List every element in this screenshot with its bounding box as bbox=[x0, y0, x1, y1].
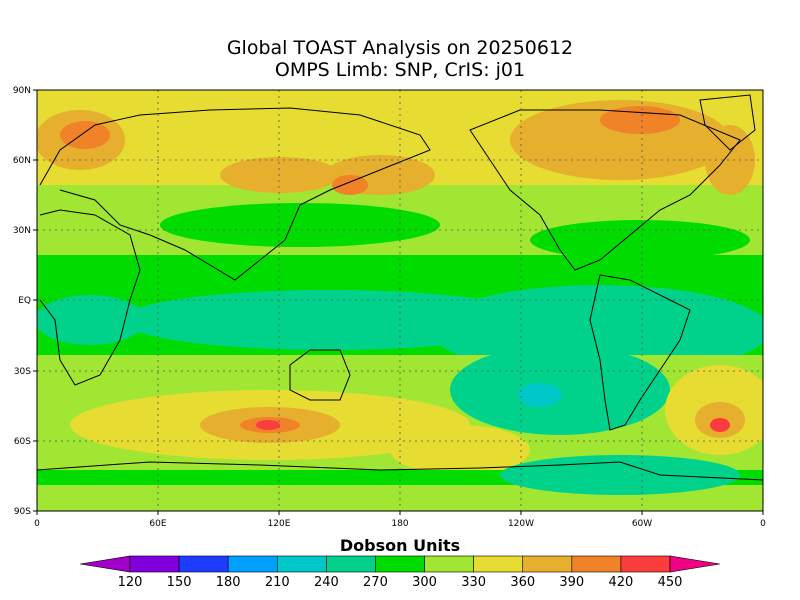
colorbar-tick-label: 420 bbox=[608, 575, 633, 590]
lon-label-120w: 120W bbox=[508, 519, 534, 529]
field-south-teal bbox=[450, 345, 670, 435]
coast-antarctica bbox=[37, 461, 763, 481]
field-orange-asia bbox=[220, 157, 340, 193]
colorbar-tick-label: 210 bbox=[265, 575, 290, 590]
colorbar-tick-label: 390 bbox=[559, 575, 584, 590]
coast-south-america bbox=[589, 274, 691, 431]
field-orange-greenland bbox=[705, 125, 755, 195]
colorbar-tick-label: 270 bbox=[363, 575, 388, 590]
field-darkorange-america bbox=[600, 106, 680, 134]
lat-label-30s: 30S bbox=[14, 367, 31, 377]
lat-label-60n: 60N bbox=[13, 156, 31, 166]
colorbar-box bbox=[424, 555, 474, 573]
chart-title-line1: Global TOAST Analysis on 20250612 bbox=[226, 37, 574, 59]
lon-label-0-right: 0 bbox=[760, 519, 766, 529]
tick-marks bbox=[33, 89, 764, 515]
colorbar-tick-label: 360 bbox=[510, 575, 535, 590]
lat-label-90n: 90N bbox=[13, 86, 31, 96]
colorbar-tick-label: 180 bbox=[216, 575, 241, 590]
colorbar-box bbox=[178, 555, 229, 573]
lon-label-180: 180 bbox=[391, 519, 408, 529]
coastlines bbox=[37, 94, 763, 481]
coast-eurasia bbox=[39, 107, 431, 281]
lat-labels: 90N 60N 30N EQ 30S 60S 90S bbox=[13, 86, 31, 517]
colorbar-box bbox=[276, 555, 327, 573]
gridlines bbox=[37, 90, 763, 511]
colorbar-arrow-low bbox=[79, 555, 131, 573]
colorbar: 120 150 180 210 240 270 300 330 360 390 420 450 bbox=[79, 555, 721, 590]
colorbar-tick-label: 450 bbox=[658, 575, 683, 590]
lon-label-60e: 60E bbox=[149, 519, 166, 529]
field-bright-green-north bbox=[160, 203, 440, 247]
colorbar-box bbox=[571, 555, 622, 573]
coast-australia bbox=[289, 349, 351, 401]
colorbar-box bbox=[227, 555, 278, 573]
field-darkorange-pacific bbox=[332, 175, 368, 195]
lat-label-30n: 30N bbox=[13, 226, 31, 236]
field-tropics-teal-africa bbox=[37, 295, 145, 345]
colorbar-tick-label: 300 bbox=[412, 575, 437, 590]
colorbar-tick-label: 150 bbox=[167, 575, 192, 590]
field-south-polar-teal bbox=[500, 455, 740, 495]
lon-labels: 0 60E 120E 180 120W 60W 0 bbox=[34, 519, 766, 529]
field-south-cyan bbox=[518, 383, 562, 407]
colorbar-title: Dobson Units bbox=[339, 536, 461, 555]
ozone-field bbox=[37, 90, 763, 511]
field-south-red bbox=[256, 420, 280, 430]
colorbar-arrow-high bbox=[669, 555, 721, 573]
field-atlantic-red bbox=[710, 418, 730, 432]
chart-title-line2: OMPS Limb: SNP, CrIS: j01 bbox=[274, 59, 526, 81]
lon-label-60w: 60W bbox=[632, 519, 652, 529]
colorbar-box bbox=[620, 555, 671, 573]
lat-label-60s: 60S bbox=[14, 437, 31, 447]
coast-africa bbox=[39, 209, 141, 386]
colorbar-tick-label: 240 bbox=[314, 575, 339, 590]
colorbar-box bbox=[522, 555, 573, 573]
colorbar-box bbox=[473, 555, 524, 573]
colorbar-tick-label: 120 bbox=[118, 575, 143, 590]
colorbar-box bbox=[375, 555, 425, 573]
field-south-yellow-pacific bbox=[390, 425, 530, 475]
colorbar-tick-label: 330 bbox=[461, 575, 486, 590]
coast-north-america bbox=[469, 109, 741, 271]
lon-label-120e: 120E bbox=[268, 519, 291, 529]
lat-label-eq: EQ bbox=[18, 296, 31, 306]
colorbar-box bbox=[129, 555, 180, 573]
field-darkorange-atlantic bbox=[60, 121, 110, 149]
lon-label-0-left: 0 bbox=[34, 519, 40, 529]
lat-label-90s: 90S bbox=[14, 507, 31, 517]
coast-greenland bbox=[699, 94, 756, 151]
colorbar-box bbox=[326, 555, 376, 573]
